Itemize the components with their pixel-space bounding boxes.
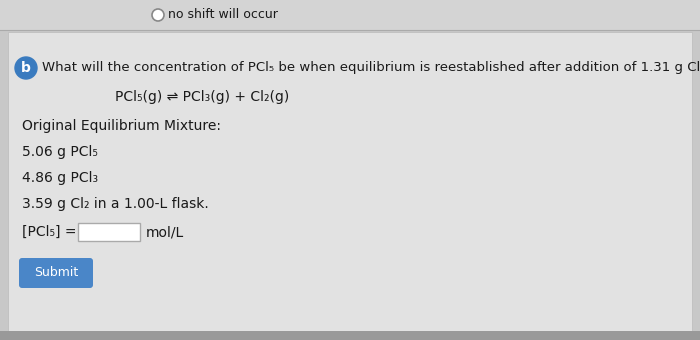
- Circle shape: [15, 57, 37, 79]
- Circle shape: [152, 9, 164, 21]
- Bar: [78, 223, 140, 241]
- Text: Original Equilibrium Mixture:: Original Equilibrium Mixture:: [22, 119, 221, 133]
- Text: 4.86 g PCl₃: 4.86 g PCl₃: [22, 171, 98, 185]
- Text: b: b: [21, 61, 31, 75]
- Text: no shift will occur: no shift will occur: [168, 8, 278, 21]
- Text: 5.06 g PCl₅: 5.06 g PCl₅: [22, 145, 98, 159]
- Text: What will the concentration of PCl₅ be when equilibrium is reestablished after a: What will the concentration of PCl₅ be w…: [42, 62, 700, 74]
- Bar: [0, 331, 700, 340]
- Bar: [8, 32, 692, 332]
- Text: 3.59 g Cl₂ in a 1.00-L flask.: 3.59 g Cl₂ in a 1.00-L flask.: [22, 197, 209, 211]
- Text: Submit: Submit: [34, 267, 78, 279]
- FancyBboxPatch shape: [19, 258, 93, 288]
- Text: mol/L: mol/L: [146, 225, 184, 239]
- Bar: [0, 0, 700, 30]
- Text: PCl₅(g) ⇌ PCl₃(g) + Cl₂(g): PCl₅(g) ⇌ PCl₃(g) + Cl₂(g): [115, 90, 289, 104]
- Text: [PCl₅] =: [PCl₅] =: [22, 225, 76, 239]
